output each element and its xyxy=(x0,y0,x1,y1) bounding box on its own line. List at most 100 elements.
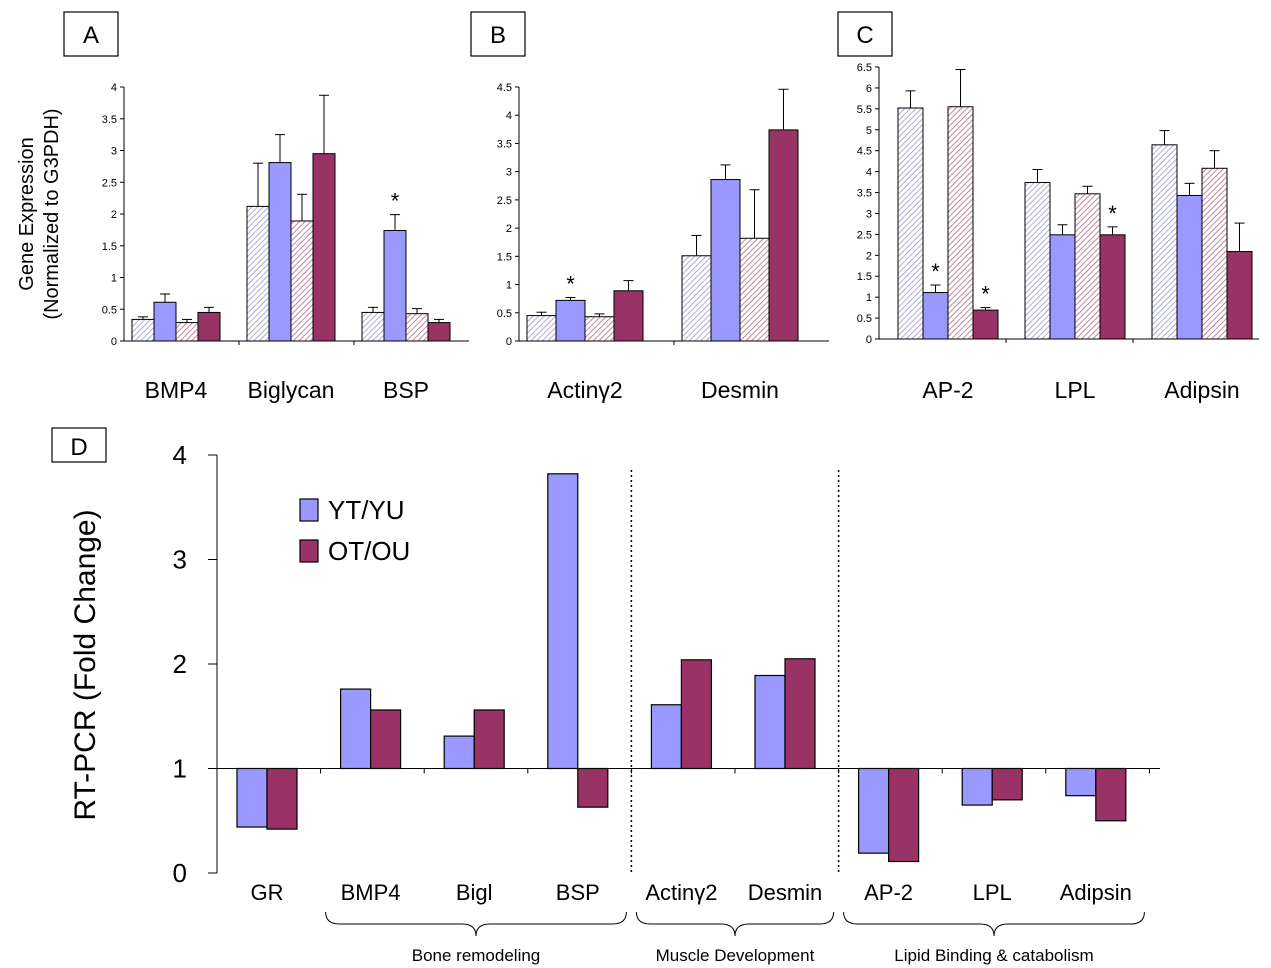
bar xyxy=(991,767,1023,801)
panel-c-chart: C 0 0.5 1 1.5 2 2.5 3 3.5 4 4.5 5 5.5 6 6.5 AP-2 LPL Adip… xyxy=(837,11,1259,403)
y-tick-label: 5.5 xyxy=(857,104,872,116)
category-label: Actinγ2 xyxy=(547,377,622,403)
significance-marker: * xyxy=(981,282,990,307)
y-tick-label: 1 xyxy=(866,292,872,304)
y-tick-label: 1 xyxy=(173,754,187,784)
bar xyxy=(1099,234,1126,340)
category-label: GR xyxy=(251,880,284,905)
bar xyxy=(1201,167,1228,340)
legend-swatch xyxy=(299,498,319,522)
bar xyxy=(131,318,155,342)
y-tick-label: 4.5 xyxy=(857,146,872,158)
bar xyxy=(897,107,924,340)
category-label: Biglycan xyxy=(248,377,335,403)
significance-marker: * xyxy=(391,189,400,214)
y-tick-label: 0.5 xyxy=(857,313,872,325)
bar xyxy=(526,315,557,342)
bar xyxy=(547,473,579,770)
category-label: LPL xyxy=(1055,377,1096,403)
y-tick-label: 1.5 xyxy=(102,241,117,253)
bar xyxy=(680,659,713,770)
y-tick-label: 3 xyxy=(866,208,872,220)
significance-marker: * xyxy=(566,272,575,297)
category-label: BSP xyxy=(556,880,600,905)
bar xyxy=(197,311,221,342)
group-brace xyxy=(325,911,627,937)
panel-label-box xyxy=(837,11,893,57)
y-tick-label: 2.5 xyxy=(102,177,117,189)
y-tick-label: 1.5 xyxy=(497,251,512,263)
y-tick-label: 2 xyxy=(866,250,872,262)
bar xyxy=(650,704,683,770)
y-tick-label: 3 xyxy=(173,545,187,575)
bar xyxy=(1074,193,1101,340)
category-label: Adipsin xyxy=(1060,880,1132,905)
y-tick-label: 3.5 xyxy=(857,188,872,200)
bar xyxy=(370,709,402,770)
bar xyxy=(887,767,920,863)
panel-letter: C xyxy=(856,22,873,49)
y-tick-label: 0.5 xyxy=(497,308,512,320)
bar xyxy=(268,162,292,342)
y-tick-label: 0 xyxy=(173,858,187,888)
category-label: Actinγ2 xyxy=(645,880,717,905)
bar xyxy=(443,735,475,770)
bar xyxy=(473,709,505,770)
bar xyxy=(768,129,799,342)
group-brace xyxy=(635,911,835,937)
y-tick-label: 4 xyxy=(111,82,117,94)
panel-letter: A xyxy=(83,22,99,49)
panel-b-chart: B 0 0.5 1 1.5 2 2.5 3 3.5 4 4.5 Actinγ2 Desmin * xyxy=(470,11,829,403)
significance-marker: * xyxy=(931,259,940,284)
bar xyxy=(857,767,890,854)
bar xyxy=(1024,181,1051,340)
panel-label-box xyxy=(51,427,107,463)
bar xyxy=(1176,194,1203,340)
y-tick-label: 3 xyxy=(111,146,117,158)
group-label: Lipid Binding & catabolism xyxy=(894,946,1093,965)
category-label: Desmin xyxy=(701,377,779,403)
bar xyxy=(153,301,177,342)
bar xyxy=(584,316,615,342)
bar xyxy=(555,299,586,342)
bar xyxy=(340,688,372,770)
bar xyxy=(175,322,199,342)
bar xyxy=(405,313,429,342)
panel-letter: B xyxy=(490,22,506,49)
y-axis-label: Gene Expression xyxy=(16,137,38,290)
bar xyxy=(1065,767,1097,797)
legend-label: YT/YU xyxy=(328,495,405,525)
panel-label-box xyxy=(470,11,526,57)
category-label: AP-2 xyxy=(864,880,913,905)
category-label: Bigl xyxy=(456,880,493,905)
y-tick-label: 0.5 xyxy=(102,304,117,316)
bar xyxy=(613,290,644,342)
panel-letter: D xyxy=(70,434,87,461)
y-tick-label: 2 xyxy=(506,223,512,235)
bar xyxy=(290,220,314,342)
group-brace xyxy=(843,911,1145,937)
y-tick-label: 2 xyxy=(173,649,187,679)
panel-d-chart: D 0 1 2 3 4 RT-PCR (Fold Change) GR BMP4 Bigl BSP A… xyxy=(51,427,1160,965)
y-tick-label: 2.5 xyxy=(497,195,512,207)
bar xyxy=(236,767,268,828)
y-tick-label: 0 xyxy=(111,336,117,348)
y-tick-label: 3 xyxy=(506,167,512,179)
bar xyxy=(1226,251,1253,340)
bar xyxy=(739,237,770,342)
bar xyxy=(361,311,385,342)
legend-swatch xyxy=(299,539,319,563)
bar xyxy=(246,205,270,342)
y-tick-label: 4.5 xyxy=(497,82,512,94)
bar xyxy=(1095,767,1127,822)
bar xyxy=(754,674,786,770)
bar xyxy=(577,767,609,808)
y-axis-label: RT-PCR (Fold Change) xyxy=(69,509,102,820)
y-axis-label: (Normalized to G3PDH) xyxy=(41,108,63,319)
y-tick-label: 0 xyxy=(866,334,872,346)
y-tick-label: 3.5 xyxy=(102,114,117,126)
bar xyxy=(383,230,407,342)
y-tick-label: 6.5 xyxy=(857,62,872,74)
y-tick-label: 5 xyxy=(866,125,872,137)
